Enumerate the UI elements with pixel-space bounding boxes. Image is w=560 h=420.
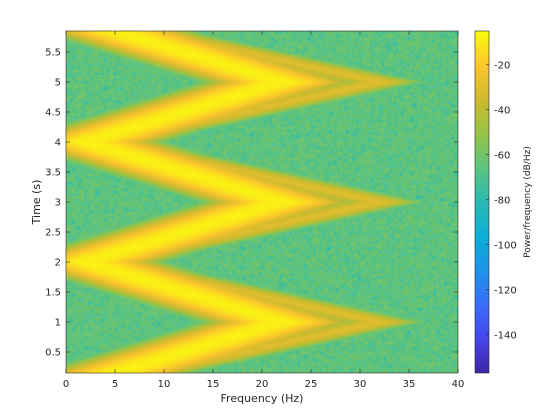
colorbar-tick-label: -80	[494, 195, 510, 206]
y-tick-label: 5	[55, 78, 61, 89]
x-tick-label: 0	[63, 379, 69, 390]
x-tick-label: 30	[354, 379, 367, 390]
y-tick-label: 2	[55, 258, 61, 269]
y-tick-label: 1.5	[45, 288, 61, 299]
x-tick-label: 10	[158, 379, 171, 390]
y-tick-label: 4	[55, 138, 61, 149]
y-tick-label: 3	[55, 198, 61, 209]
y-tick-label: 5.5	[45, 48, 61, 59]
x-tick-label: 20	[256, 379, 269, 390]
colorbar-label: Power/frequency (dB/Hz)	[523, 146, 533, 258]
y-tick-label: 3.5	[45, 168, 61, 179]
colorbar-tick-label: -100	[494, 240, 517, 251]
colorbar-frame	[474, 30, 490, 374]
x-tick-label: 15	[207, 379, 220, 390]
x-tick-label: 5	[112, 379, 118, 390]
colorbar-tick-label: -140	[494, 330, 517, 341]
x-axis-ticks: 0 5 10 15 20 25 30 35 40	[63, 31, 465, 390]
y-axis-ticks: 0.5 1 1.5 2 2.5 3 3.5 4 4.5 5 5.5	[45, 48, 458, 359]
colorbar-tick-label: -60	[494, 150, 510, 161]
x-tick-label: 35	[403, 379, 416, 390]
spectrogram-heatmap	[66, 31, 458, 373]
x-tick-label: 25	[305, 379, 318, 390]
y-tick-label: 1	[55, 318, 61, 329]
colorbar: -20 -40 -60 -80 -100 -120 -140 Power/frequency…	[474, 30, 533, 374]
x-tick-label: 40	[452, 379, 465, 390]
y-tick-label: 2.5	[45, 228, 61, 239]
colorbar-tick-label: -40	[494, 105, 510, 116]
colorbar-ticks: -20 -40 -60 -80 -100 -120 -140	[486, 60, 517, 341]
colorbar-tick-label: -120	[494, 285, 517, 296]
plot-area	[65, 30, 459, 374]
x-axis-label: Frequency (Hz)	[221, 392, 304, 405]
colorbar-gradient	[475, 31, 489, 373]
y-tick-label: 0.5	[45, 348, 61, 359]
colorbar-tick-label: -20	[494, 60, 510, 71]
y-tick-label: 4.5	[45, 108, 61, 119]
y-axis-label: Time (s)	[30, 180, 43, 226]
